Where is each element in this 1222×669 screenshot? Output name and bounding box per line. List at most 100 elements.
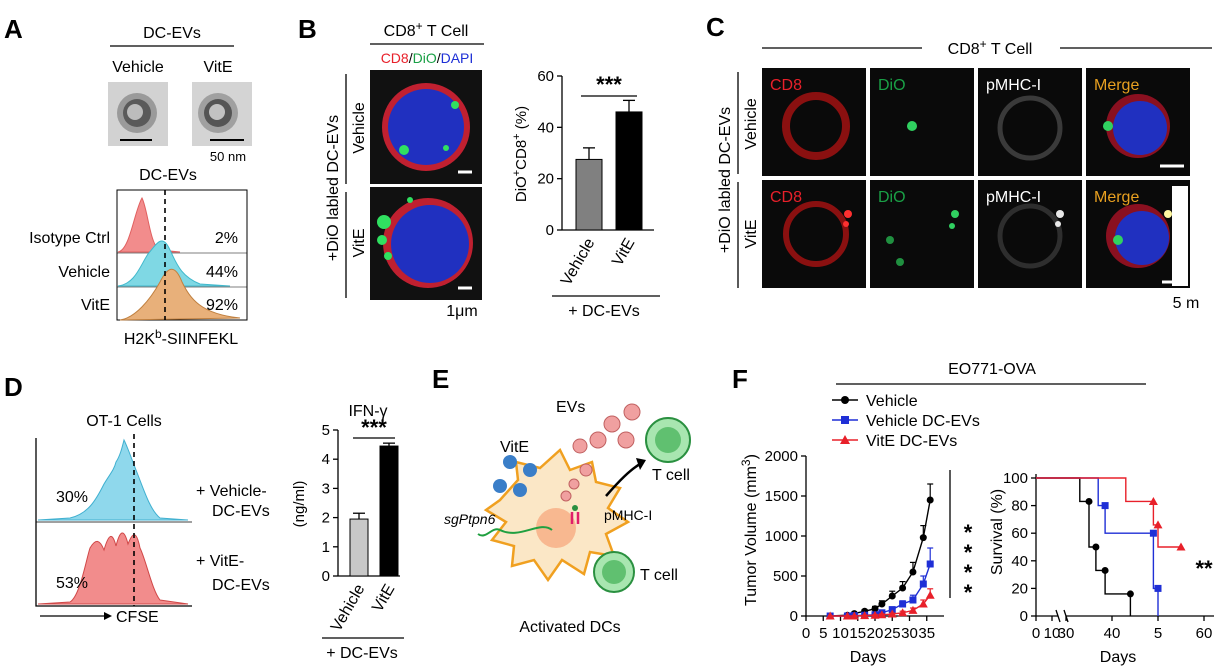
x-tick-label: 20 [867,625,884,642]
x-tick-label: VitE [369,582,398,616]
dc-cell-illustration [483,447,631,583]
data-point [908,605,918,614]
data-point [898,608,908,617]
panel-a: A DC-EVs Vehicle VitE 50 nm DC-EVs Isoty… [4,14,252,348]
survival-sig: ** [1195,556,1213,581]
ev-release-arrow [605,462,641,497]
micrograph-b-vehicle [370,70,482,184]
significance-label: *** [361,415,387,440]
x-tick-label: 0 [1032,625,1040,642]
panel-b: B CD8+ T Cell CD8/DiO/DAPI +DiO labled D… [298,14,484,320]
x-tick-label: 40 [1104,625,1121,642]
em-group-label: DC-EVs [143,25,201,42]
tumor-xlabel: Days [850,649,886,666]
micrograph-c-pmhc-vite: pMHC-I [978,180,1082,288]
y-tick-label: 1 [322,539,330,556]
survival-ylabel: Survival (%) [989,489,1006,575]
y-tick-label: 4 [322,451,330,468]
x-tick-label: 10 [832,625,849,642]
micrograph-c-cd8-vite: CD8 [762,180,866,288]
hist-d-row-label: + VitE- [196,553,244,570]
data-point [870,610,880,619]
channel-label: CD8 [770,189,802,206]
legend-marker [841,396,849,404]
t-cell-top-icon [645,417,691,463]
stain-legend-b: CD8/DiO/DAPI [381,50,474,66]
hist-a-row-label: Isotype Ctrl [29,230,110,247]
micrograph-c-merge-vehicle: Merge [1086,68,1190,176]
hist-a-row-label: VitE [81,297,110,314]
label-pmhc: pMHC-I [604,507,652,523]
channel-label: pMHC-I [986,189,1041,206]
legend-label: Vehicle [866,393,918,410]
data-point [860,611,870,620]
x-tick-label: 35 [918,625,935,642]
caption-activated-dcs: Activated DCs [519,619,620,636]
data-point [1154,584,1162,592]
survival-curve [1036,477,1181,548]
data-point [849,611,859,620]
cell-title-b: CD8+ T Cell [384,19,469,40]
data-point [1101,502,1109,510]
tumor-sig: * [964,520,973,545]
data-point [1148,496,1158,505]
x-tick-label: 5 [1154,625,1162,642]
hist-d-vehicle [37,438,189,521]
extracellular-vesicles [560,403,641,502]
x-tick-label: 60 [1196,625,1213,642]
micrograph-c-dio-vite: DiO [870,180,974,288]
panel-letter-a: A [4,14,23,44]
y-tick-label: 0 [546,222,554,239]
panel-letter-c: C [706,12,725,42]
tumor-sig: * [964,580,973,605]
y-tick-label: 2 [322,510,330,527]
em-scale-label: 50 nm [210,149,246,164]
legend-f: Vehicle Vehicle DC-EVs VitE DC-EVs [832,393,980,450]
hist-a-isotype [117,196,181,253]
y-tick-label: 40 [1011,553,1028,570]
legend-label: VitE DC-EVs [866,433,957,450]
cell-title-c: CD8+ T Cell [948,37,1033,58]
data-point [888,592,896,600]
y-tick-label: 60 [537,68,554,85]
survival-xlabel: Days [1100,649,1136,666]
micrograph-c-merge-vite: Merge [1086,180,1190,288]
chart-d-ifng-bar: 0 1 2 3 4 5 Vehicle VitE IFN-γ*** (ng/ml) + DC-EVs [291,403,404,662]
panel-f: F EO771-OVA Vehicle Vehicle DC-EVs VitE … [732,361,1213,666]
hist-d-axes [35,438,192,607]
x-tick-label: Vehicle [558,235,599,288]
label-tcell-bottom: T cell [640,567,678,584]
hist-d-pct: 30% [56,489,88,506]
panel-letter-d: D [4,372,23,402]
channel-label: CD8 [770,77,802,94]
scale-label-c: 5 m [1173,295,1200,312]
micrograph-c-cd8-vehicle: CD8 [762,68,866,176]
data-point [1153,520,1163,529]
chart-title: IFN-γ [348,403,387,420]
em-image-vite [192,82,252,146]
x-tick-label: 0 [802,625,810,642]
data-point [1126,590,1134,598]
panel-letter-b: B [298,14,317,44]
bar [379,445,399,577]
data-point [1085,497,1093,505]
x-tick-label: 5 [819,625,827,642]
hist-d-xaxis: CFSE [116,609,159,626]
channel-label: DiO [878,189,906,206]
em-image-vehicle [108,82,168,146]
data-point [926,560,934,568]
y-tick-label: 3 [322,480,330,497]
data-point [1176,542,1186,551]
tumor-ylabel: Tumor Volume (mm3) [739,454,760,606]
panel-c: C CD8+ T Cell +DiO labled DC-EVs Vehicle… [706,12,1212,312]
em-label-vehicle: Vehicle [112,59,164,76]
data-point [909,568,917,576]
x-tick-label: 30 [901,625,918,642]
y-tick-label: 1500 [765,488,798,505]
y-tick-label: 0 [790,608,798,625]
data-point [1092,543,1100,551]
pmhc-receptor-icon [570,505,580,524]
data-point [887,609,897,618]
